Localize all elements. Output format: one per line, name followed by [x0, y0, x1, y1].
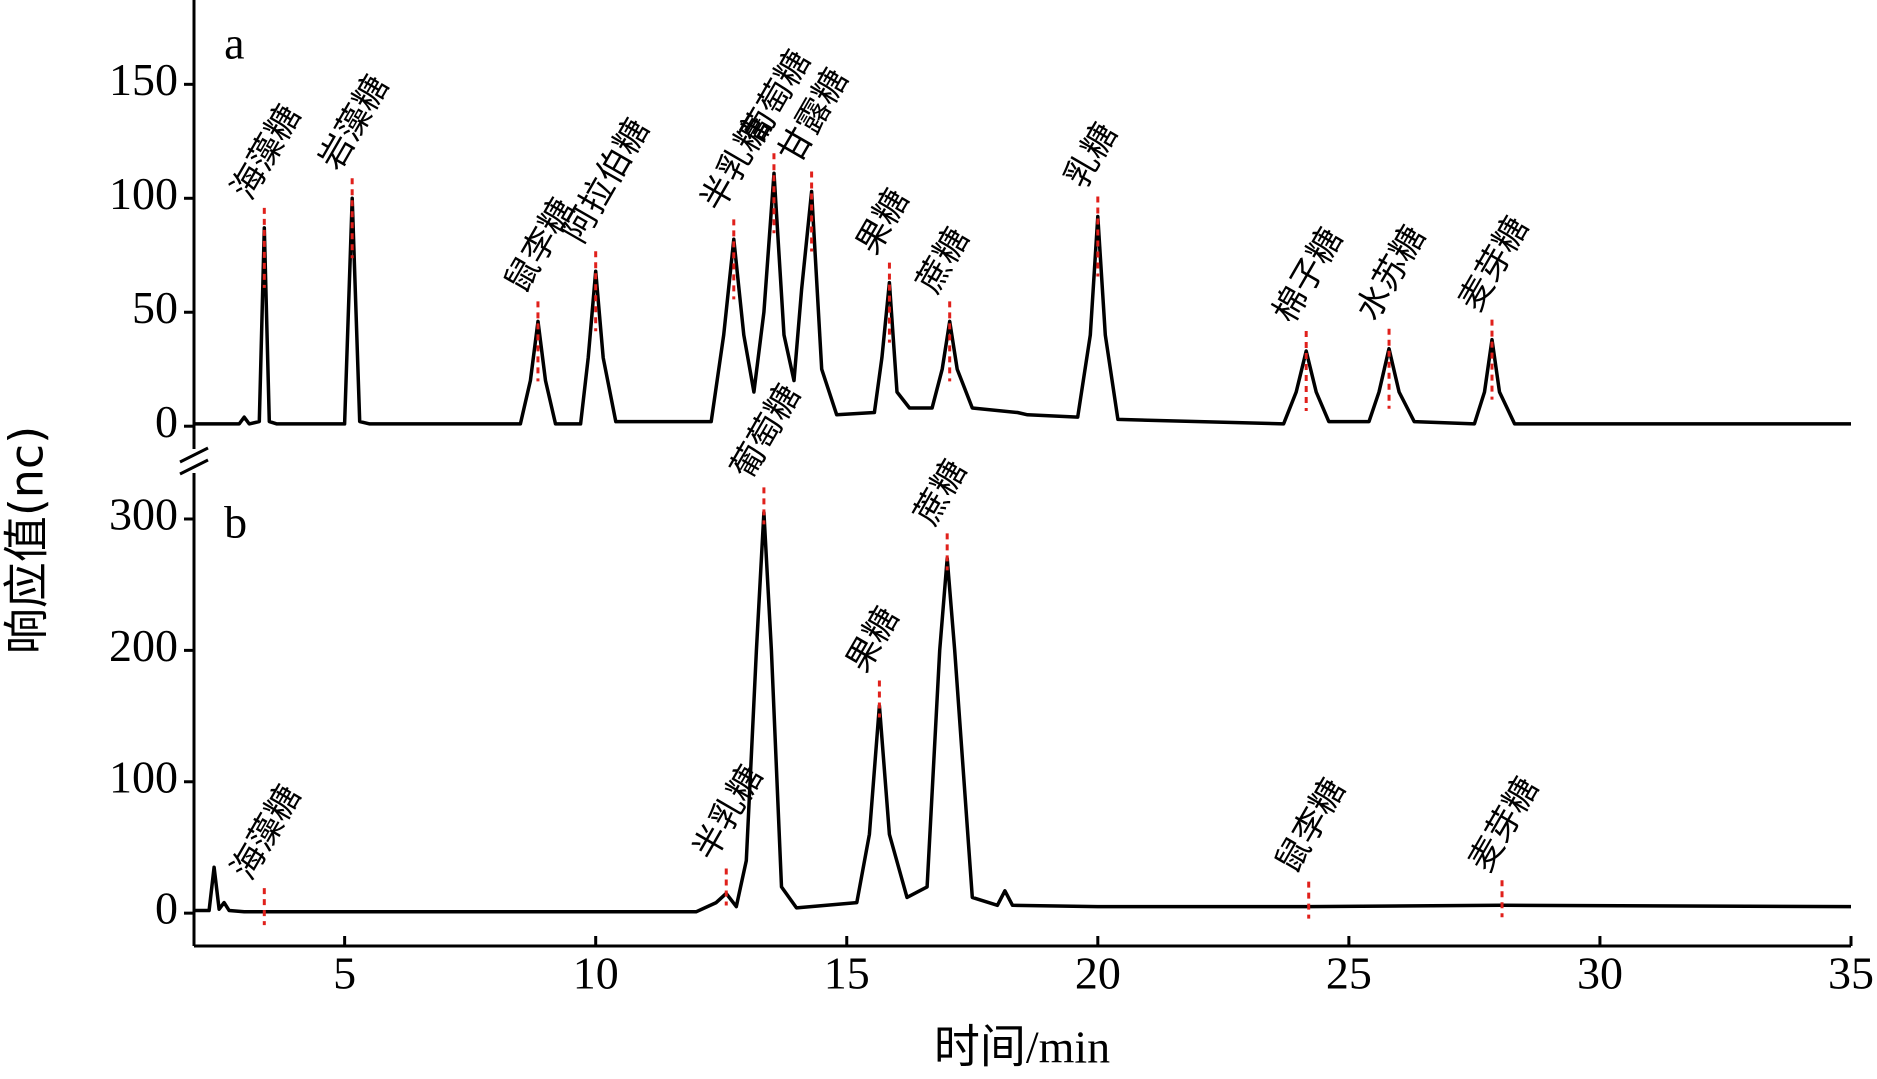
- y-tick-label: 100: [109, 168, 178, 219]
- x-tick-label: 10: [573, 948, 619, 999]
- x-tick-label: 25: [1326, 948, 1372, 999]
- peak-label: 果糖: [849, 182, 918, 261]
- y-tick-label: 300: [109, 489, 178, 540]
- peak-label: 蔗糖: [906, 453, 975, 532]
- y-tick-label: 0: [155, 883, 178, 934]
- peak-label: 岩藻糖: [311, 68, 397, 176]
- trace: [194, 510, 1852, 914]
- x-tick-label: 35: [1828, 948, 1874, 999]
- peak-label: 麦芽糖: [1451, 210, 1537, 318]
- x-tick-label: 15: [824, 948, 870, 999]
- peak-label: 半乳糖: [685, 759, 771, 867]
- y-axis-label: 响应值(nc): [0, 426, 54, 654]
- peak-label: 蔗糖: [909, 221, 978, 300]
- y-tick-label: 50: [132, 282, 178, 333]
- x-tick-label: 30: [1577, 948, 1623, 999]
- peak-label: 棉子糖: [1265, 221, 1351, 329]
- peak-label: 阿拉伯糖: [555, 112, 658, 250]
- axis-break: [179, 446, 209, 476]
- y-tick-label: 100: [109, 751, 178, 802]
- peak-label: 乳糖: [1057, 116, 1126, 195]
- peak-label: 果糖: [839, 600, 908, 679]
- peak-label: 水苏糖: [1348, 219, 1434, 327]
- peak-label: 麦芽糖: [1461, 770, 1547, 878]
- peak-label: 海藻糖: [223, 778, 309, 886]
- peak-label: 鼠李糖: [1268, 772, 1354, 880]
- y-tick-label: 200: [109, 620, 178, 671]
- y-tick-label: 150: [109, 54, 178, 105]
- panel-label: a: [224, 18, 244, 69]
- x-tick-label: 5: [333, 948, 356, 999]
- x-tick-label: 20: [1075, 948, 1121, 999]
- x-axis-label: 时间/min: [934, 1022, 1110, 1073]
- y-tick-label: 0: [155, 396, 178, 447]
- break-mark: [179, 458, 209, 476]
- break-mark: [179, 446, 209, 464]
- peak-label: 葡萄糖: [723, 378, 809, 486]
- panel-label: b: [224, 497, 247, 548]
- trace: [194, 171, 1851, 426]
- peak-label: 海藻糖: [223, 98, 309, 206]
